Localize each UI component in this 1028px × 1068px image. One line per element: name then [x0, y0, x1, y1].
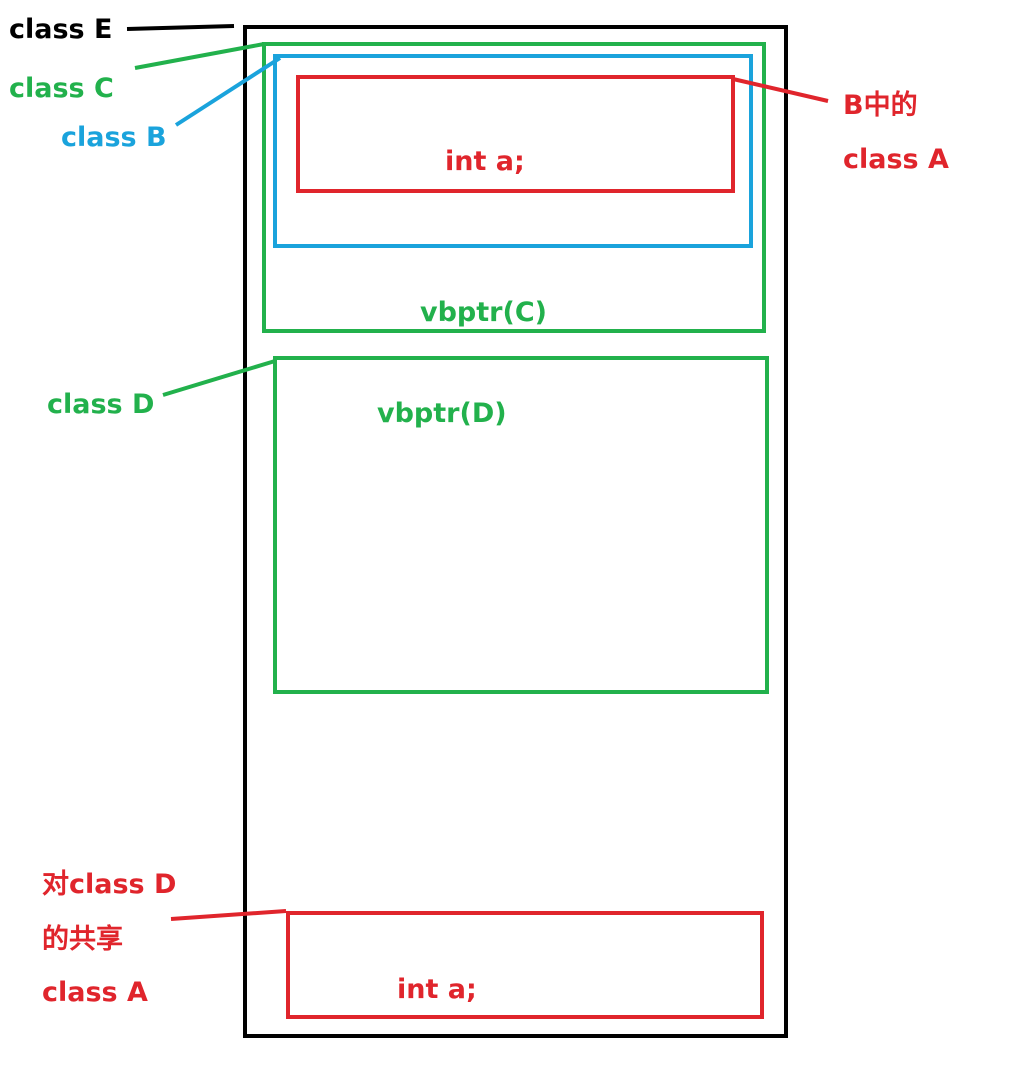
- class-d-box: [273, 356, 769, 694]
- class-b-box: [273, 54, 753, 248]
- shared-int-a-text: int a;: [397, 974, 477, 1005]
- class-d-pointer: [162, 359, 276, 397]
- class-b-pointer: [174, 56, 282, 127]
- class-e-label: class E: [9, 14, 112, 45]
- shared-class-a-box: [286, 911, 764, 1019]
- class-c-pointer: [134, 42, 265, 70]
- class-a-in-b-pointer: [732, 77, 829, 103]
- vbptr-c-text: vbptr(C): [420, 297, 547, 328]
- class-a-in-b-box: [296, 75, 735, 193]
- class-b-label: class B: [61, 122, 167, 153]
- shared-class-a-label-line2: 的共享: [42, 923, 123, 955]
- int-a-in-b-text: int a;: [445, 146, 525, 177]
- class-c-label: class C: [9, 73, 114, 104]
- vbptr-d-text: vbptr(D): [377, 398, 507, 429]
- class-d-label: class D: [47, 389, 154, 420]
- class-e-pointer: [126, 24, 235, 31]
- b-class-a-label-line2: class A: [843, 144, 949, 175]
- shared-class-a-pointer: [170, 909, 287, 921]
- class-e-box: [243, 25, 788, 1038]
- shared-class-a-label-line1: 对class D: [42, 869, 176, 900]
- class-c-box: [262, 42, 766, 333]
- shared-class-a-label-line3: class A: [42, 977, 148, 1008]
- b-class-a-label-line1: B中的: [843, 89, 918, 121]
